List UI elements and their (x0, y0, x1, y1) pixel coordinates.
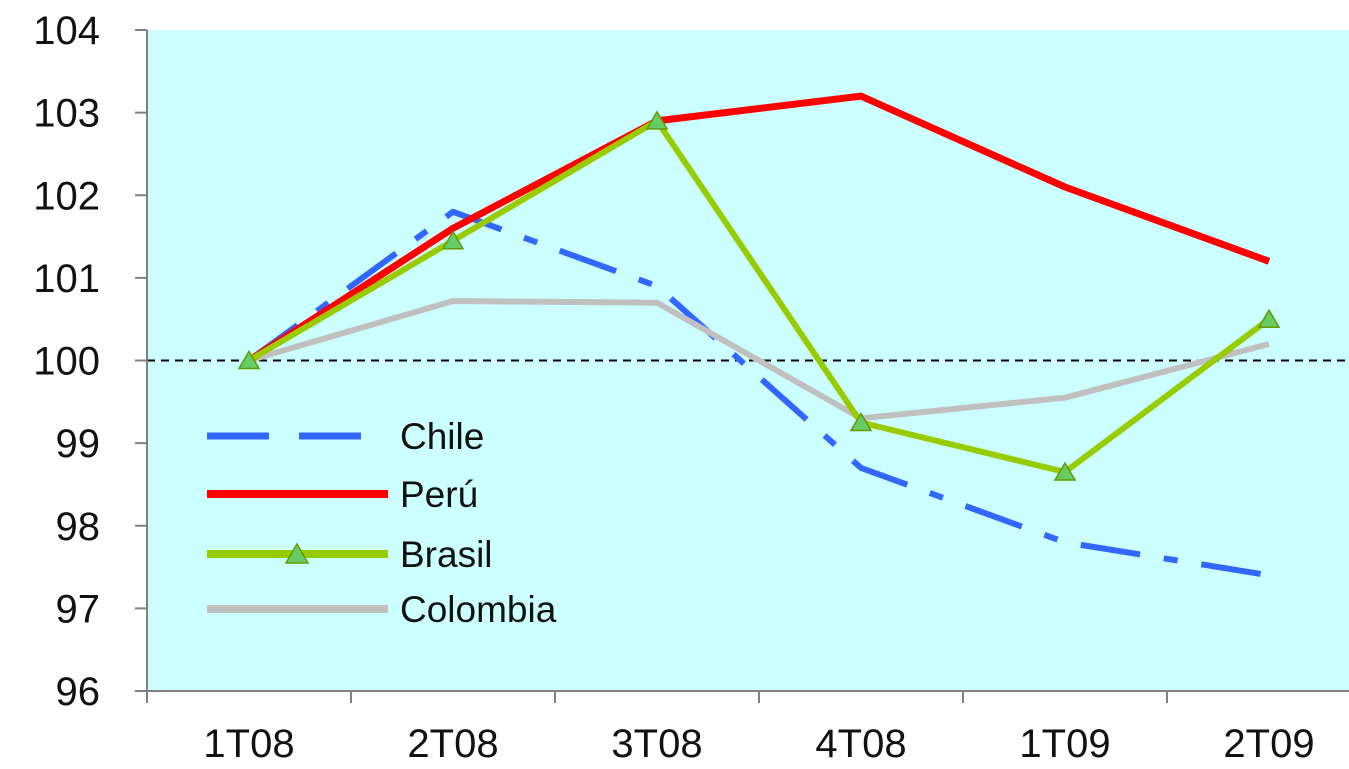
y-tick-label: 100 (33, 340, 100, 384)
series-line-chile (247, 208, 1270, 579)
data-point-brasil (237, 350, 261, 370)
y-tick-label: 103 (33, 92, 100, 136)
data-point-brasil (441, 230, 465, 250)
series-line-colombia (248, 298, 1270, 422)
data-point-brasil (645, 110, 669, 130)
y-tick-label: 101 (33, 257, 100, 301)
legend-label-brasil: Brasil (400, 534, 493, 575)
y-tick-label: 99 (56, 422, 101, 466)
plot-area (147, 30, 1349, 691)
y-tick-label: 102 (33, 174, 100, 218)
data-point-brasil (849, 411, 873, 432)
y-tick-label: 97 (56, 587, 101, 631)
y-tick-label: 98 (56, 505, 101, 549)
series-line-perú (247, 92, 1271, 364)
data-point-brasil (1053, 461, 1077, 481)
x-tick-label: 3T08 (611, 722, 702, 764)
legend-label-chile: Chile (400, 416, 484, 457)
series-line-brasil (247, 117, 1271, 475)
x-tick-label: 1T09 (1019, 722, 1110, 764)
y-tick-label: 96 (56, 670, 101, 714)
legend-label-colombia: Colombia (400, 589, 557, 630)
data-point-brasil (1257, 308, 1281, 328)
x-tick-label: 2T08 (407, 722, 498, 764)
legend-label-perú: Perú (400, 474, 478, 515)
y-tick-label: 104 (33, 9, 100, 53)
x-tick-label: 2T09 (1223, 722, 1314, 764)
x-tick-label: 1T08 (203, 722, 294, 764)
x-tick-label: 4T08 (815, 722, 906, 764)
legend-marker-brasil (284, 542, 310, 564)
